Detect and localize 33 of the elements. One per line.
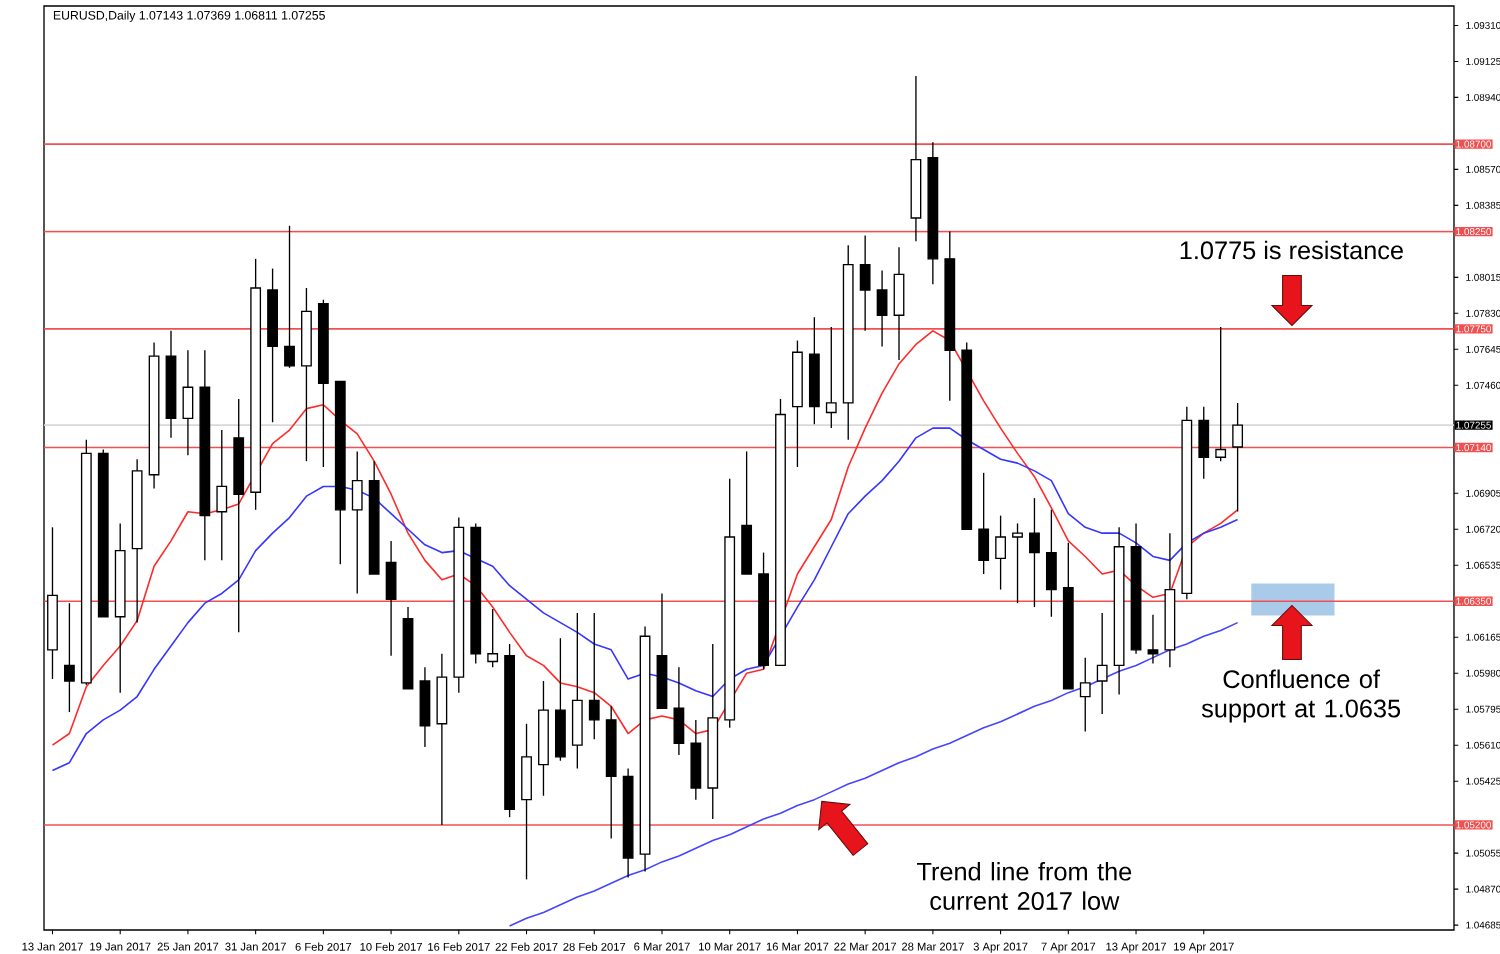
candlestick xyxy=(284,225,295,369)
candlestick xyxy=(588,612,600,741)
candlestick xyxy=(182,349,194,456)
candlestick xyxy=(1096,612,1108,715)
candlestick xyxy=(690,719,702,801)
candlestick xyxy=(419,666,431,748)
candlestick xyxy=(1079,656,1091,733)
candlestick xyxy=(385,540,397,657)
candlestick xyxy=(1215,326,1227,462)
annotation: Confluence of support at 1.0635 xyxy=(1201,669,1401,723)
annotation: Trend line from the current 2017 low xyxy=(917,862,1132,910)
candlestick xyxy=(893,246,905,361)
candlestick xyxy=(995,514,1006,591)
candlestick xyxy=(554,637,566,762)
candlestick xyxy=(1147,614,1159,665)
candlestick xyxy=(436,653,448,826)
candlestick xyxy=(825,326,837,429)
candlestick xyxy=(978,472,990,575)
candlestick xyxy=(859,234,871,332)
candlestick xyxy=(1045,509,1057,618)
candlestick xyxy=(521,723,532,881)
candlestick xyxy=(1232,402,1244,513)
candlestick xyxy=(673,666,685,756)
candlestick xyxy=(1198,406,1210,480)
annotation: 1.0775 is resistance xyxy=(1180,240,1403,260)
candlestick xyxy=(1029,497,1040,608)
candlestick xyxy=(216,429,228,562)
candlestick xyxy=(876,269,888,348)
candlestick xyxy=(351,450,363,595)
candlestick xyxy=(1012,522,1023,604)
candlestick xyxy=(64,602,75,713)
candlestick xyxy=(487,608,499,669)
candlestick xyxy=(571,612,583,770)
